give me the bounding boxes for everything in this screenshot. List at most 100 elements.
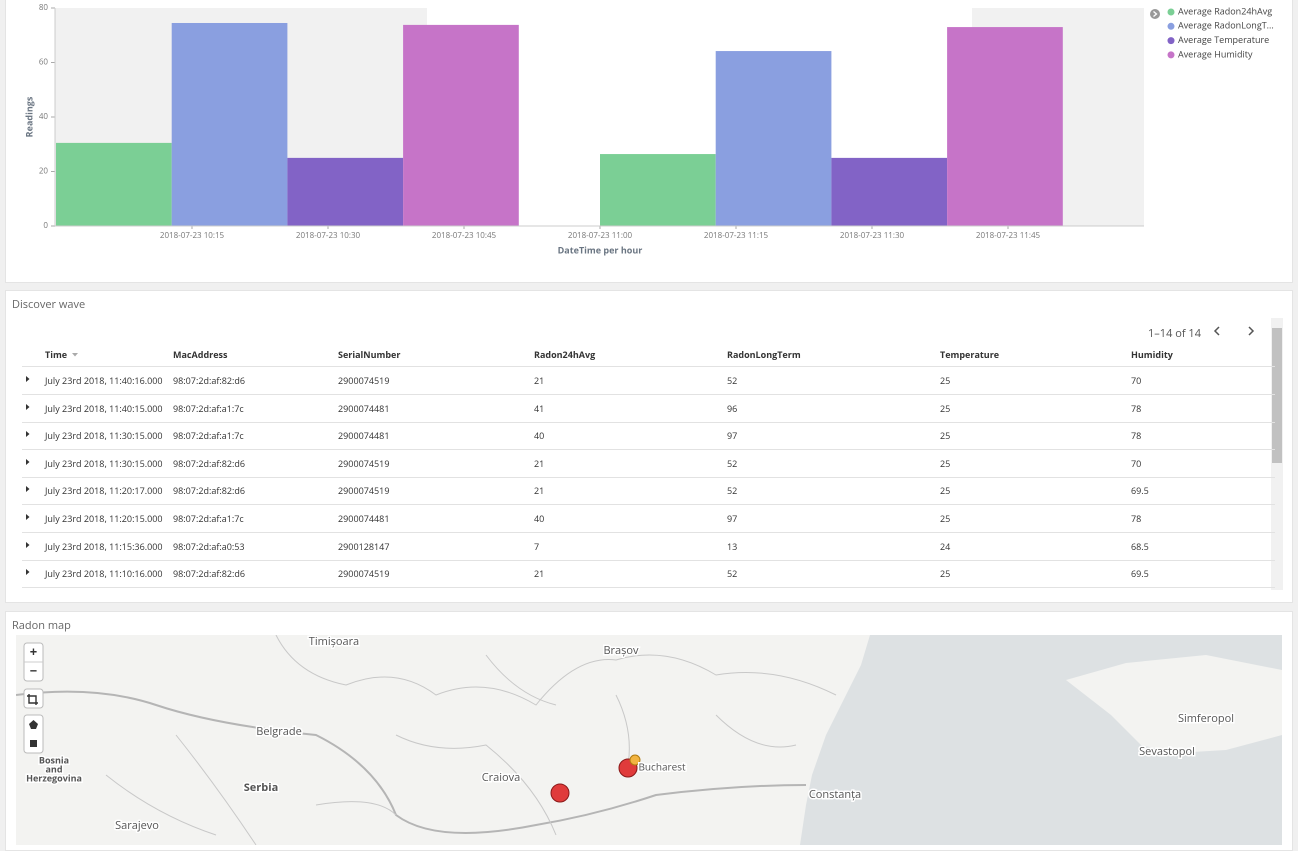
legend-toggle-icon (1153, 11, 1158, 17)
prev-page[interactable] (1213, 326, 1220, 336)
y-tick-label: 60 (39, 57, 49, 68)
bar (600, 154, 716, 226)
x-tick-label: 2018-07-23 11:45 (976, 230, 1041, 241)
table-cell: 52 (727, 456, 738, 470)
table-cell: 78 (1131, 512, 1142, 525)
table-cell: 70 (1131, 456, 1142, 470)
legend-label: Average Temperature (1178, 33, 1269, 46)
table-cell: July 23rd 2018, 11:30:15.000 (45, 429, 163, 443)
fit-bounds[interactable] (23, 688, 44, 709)
y-tick-label: 20 (39, 166, 49, 177)
map-label: Brașov (603, 643, 639, 658)
expand-row[interactable] (25, 430, 31, 438)
legend-swatch (1167, 8, 1175, 16)
table-cell: 98:07:2d:af:a1:7c (173, 429, 244, 443)
river (16, 690, 807, 834)
row-separator (22, 532, 1275, 533)
map-label: Timișoara (309, 635, 359, 649)
x-tick-label: 2018-07-23 11:00 (568, 230, 633, 241)
panel-title: Radon map (12, 618, 71, 633)
table-cell: 21 (534, 484, 545, 498)
row-separator (22, 366, 1275, 367)
table-cell: 78 (1131, 429, 1142, 443)
expand-row[interactable] (25, 458, 31, 466)
chart: Readings DateTime per hour 0 20 40 60 80 2018… (22, 2, 1273, 256)
table-cell: 78 (1131, 401, 1142, 415)
column-header: RadonLongTerm (727, 348, 801, 361)
table-cell: 2900074519 (338, 484, 390, 498)
draw-tools[interactable] (23, 714, 44, 754)
bar (947, 27, 1063, 227)
zoom-out[interactable]: − (30, 661, 37, 679)
legend-swatch (1167, 22, 1175, 30)
map-label: Herzegovina (26, 771, 82, 784)
table-cell: July 23rd 2018, 11:20:17.000 (45, 484, 163, 498)
table-cell: 2900074519 (338, 456, 390, 470)
borders (105, 635, 837, 845)
table-cell: 25 (940, 567, 951, 581)
table-cell: 21 (534, 374, 545, 387)
map-label: Simferopol (1178, 711, 1234, 726)
bar (56, 142, 172, 226)
table-cell: 25 (940, 512, 951, 525)
y-tick-label: 80 (39, 2, 49, 13)
table-cell: 96 (727, 401, 738, 415)
zoom-in[interactable]: + (30, 642, 37, 660)
table-cell: 98:07:2d:af:a1:7c (173, 401, 244, 415)
bar (171, 22, 288, 226)
map-label: Bucharest (638, 760, 686, 774)
legend-label: Average Humidity (1178, 47, 1253, 60)
sort-icon[interactable] (71, 352, 79, 358)
column-header: Radon24hAvg (534, 348, 596, 361)
expand-row[interactable] (25, 568, 31, 576)
table-cell: 97 (727, 512, 738, 525)
next-page[interactable] (1248, 326, 1255, 336)
table-cell: 98:07:2d:af:82:d6 (173, 374, 246, 387)
legend-label: Average Radon24hAvg (1178, 4, 1272, 17)
table-cell: July 23rd 2018, 11:15:36.000 (45, 539, 163, 553)
expand-row[interactable] (25, 513, 31, 521)
table-cell: 13 (727, 539, 738, 553)
table-cell: 41 (534, 401, 545, 415)
marker[interactable] (629, 754, 641, 766)
column-header: Temperature (940, 348, 1000, 361)
draw-rectangle[interactable] (30, 740, 37, 747)
column-header: SerialNumber (338, 348, 401, 361)
marker[interactable] (550, 783, 570, 803)
scroll-thumb[interactable] (1272, 328, 1282, 463)
table-cell: 68.5 (1131, 539, 1149, 553)
table-cell: 52 (727, 567, 738, 581)
map-label: Bosnia (39, 753, 69, 766)
x-tick-label: 2018-07-23 10:45 (432, 230, 497, 241)
column-header: MacAddress (173, 348, 228, 361)
table-cell: 98:07:2d:af:a1:7c (173, 512, 244, 525)
table-cell: 25 (940, 484, 951, 498)
bar (831, 157, 948, 226)
table-cell: 25 (940, 429, 951, 443)
map-label: Sevastopol (1139, 744, 1195, 759)
crimea (1066, 655, 1282, 753)
table-cell: 2900128147 (338, 539, 390, 553)
legend-swatch (1167, 51, 1175, 59)
table-cell: 21 (534, 456, 545, 470)
bar (715, 51, 832, 227)
legend-toggle[interactable] (1150, 9, 1160, 19)
row-separator (22, 504, 1275, 506)
expand-row[interactable] (25, 403, 31, 411)
x-axis-label: DateTime per hour (558, 243, 643, 256)
table-cell: July 23rd 2018, 11:10:16.000 (45, 567, 163, 581)
table-cell: July 23rd 2018, 11:40:16.000 (45, 374, 163, 387)
legend-swatch (1167, 37, 1175, 45)
row-separator (22, 421, 1275, 423)
y-axis-label: Readings (22, 96, 35, 137)
map-label: Belgrade (256, 724, 302, 739)
expand-row[interactable] (25, 375, 31, 383)
table-cell: 25 (940, 374, 951, 387)
map-label: Serbia (244, 780, 279, 795)
expand-row[interactable] (25, 485, 31, 493)
scrollbar[interactable] (1271, 318, 1283, 590)
expand-row[interactable] (25, 541, 31, 549)
table-cell: 98:07:2d:af:82:d6 (173, 456, 246, 470)
map: + − Timișoara Brașov Belgrade Bucharest Crai… (16, 635, 1282, 845)
draw-polygon[interactable] (29, 720, 38, 729)
